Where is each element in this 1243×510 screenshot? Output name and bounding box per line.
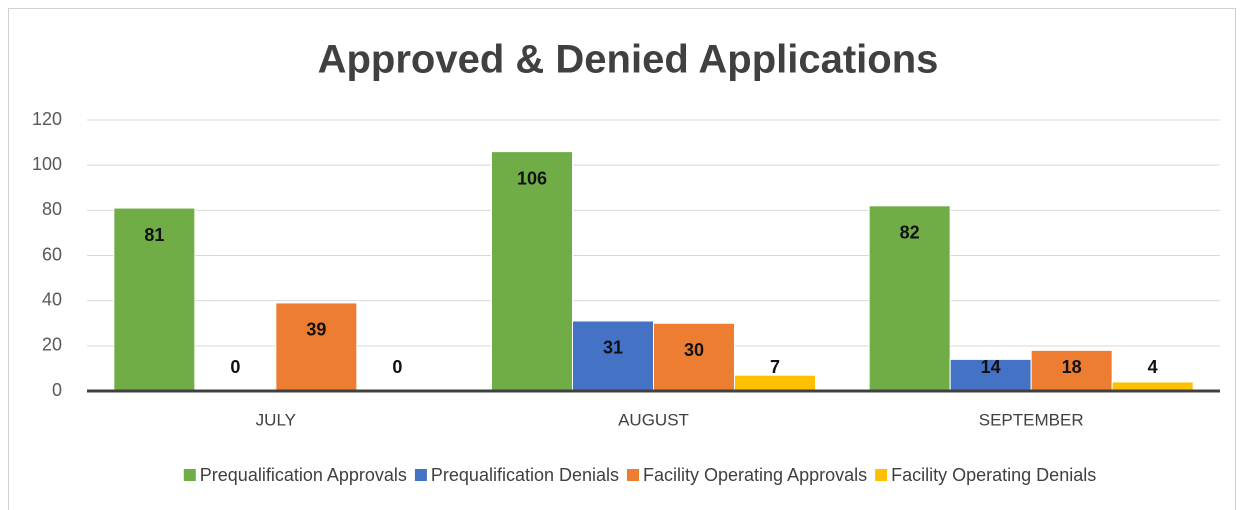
legend-swatch	[183, 469, 196, 481]
legend-label: Prequalification Denials	[431, 465, 619, 485]
y-tick-label: 40	[42, 289, 62, 309]
y-tick-label: 60	[42, 244, 62, 264]
chart-frame	[8, 8, 1236, 510]
legend-label: Facility Operating Denials	[891, 465, 1096, 485]
legend-label: Facility Operating Approvals	[643, 465, 867, 485]
bar	[275, 302, 358, 392]
data-label: 31	[603, 338, 623, 358]
x-tick-label: JULY	[256, 410, 296, 429]
data-label: 39	[306, 320, 326, 340]
chart-title: Approved & Denied Applications	[318, 38, 939, 82]
legend: Prequalification Approvals Prequalificati…	[183, 465, 1096, 485]
legend-swatch	[627, 469, 640, 481]
x-tick-label: SEPTEMBER	[979, 410, 1084, 429]
y-tick-label: 0	[52, 380, 62, 400]
legend-swatch	[875, 469, 888, 481]
y-tick-label: 100	[32, 154, 62, 174]
data-label: 81	[144, 225, 164, 245]
y-tick-label: 80	[42, 199, 62, 219]
y-tick-label: 20	[42, 335, 62, 355]
data-label: 106	[517, 168, 547, 188]
data-label: 0	[230, 357, 240, 377]
legend-swatch	[414, 469, 427, 481]
bar	[949, 358, 1032, 392]
bar	[491, 151, 573, 392]
bar	[734, 374, 816, 392]
bar	[1030, 349, 1113, 392]
data-label: 0	[392, 357, 402, 377]
bar	[113, 207, 196, 392]
bar	[653, 322, 735, 392]
data-label: 7	[770, 357, 780, 377]
data-label: 82	[900, 223, 920, 243]
data-label: 4	[1148, 357, 1158, 377]
bar	[868, 205, 951, 392]
data-label: 14	[981, 357, 1001, 377]
legend-label: Prequalification Approvals	[200, 465, 407, 485]
data-label: 30	[684, 340, 704, 360]
data-label: 18	[1062, 357, 1082, 377]
y-tick-label: 120	[32, 109, 62, 129]
x-tick-label: AUGUST	[618, 410, 689, 429]
